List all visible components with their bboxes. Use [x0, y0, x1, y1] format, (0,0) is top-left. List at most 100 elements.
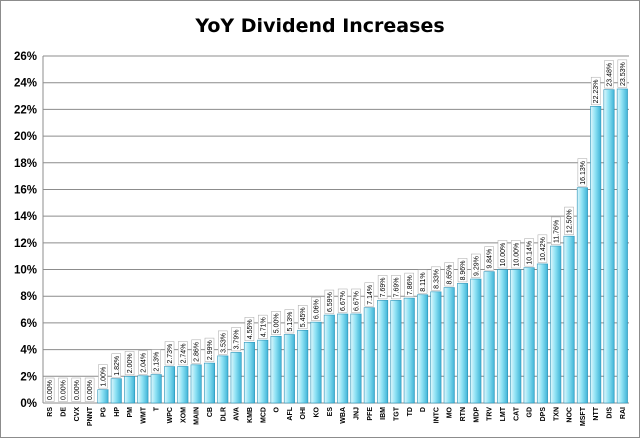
data-label-box: [604, 60, 614, 89]
data-label: 2.13%: [151, 349, 161, 374]
data-label-box: [84, 377, 95, 402]
y-tick-label: 6%: [20, 318, 37, 330]
x-tick-text: XOM: [180, 407, 187, 423]
data-label: 4.71%: [258, 314, 268, 339]
data-label-text: 0.00%: [87, 380, 94, 400]
data-label-text: 23.48%: [607, 63, 614, 87]
bar: [350, 313, 362, 404]
data-label-text: 7.14%: [367, 285, 374, 305]
data-label: 2.73%: [164, 341, 175, 366]
data-label-text: 5.00%: [274, 313, 281, 333]
data-label-box: [431, 266, 441, 291]
x-tick-label: INTC: [433, 407, 440, 423]
x-tick-label: DLR: [220, 407, 227, 421]
bar: [377, 300, 389, 404]
data-label: 23.53%: [617, 59, 628, 88]
x-tick-text: MO: [447, 406, 454, 418]
data-label-text: 6.59%: [327, 292, 334, 312]
data-label-box: [44, 377, 55, 402]
data-label-text: 4.55%: [247, 319, 254, 339]
bar: [164, 366, 176, 404]
bar: [536, 263, 548, 404]
bar: [403, 297, 415, 404]
x-tick-label: CAT: [513, 406, 520, 421]
data-label-box: [231, 327, 241, 352]
data-label-text: 8.65%: [447, 265, 454, 285]
data-label: 16.13%: [577, 158, 588, 187]
x-tick-text: T: [154, 406, 161, 411]
x-tick-text: MAIN: [194, 407, 201, 425]
x-tick-label: DIS: [607, 407, 614, 419]
data-label-text: 2.73%: [167, 344, 174, 364]
data-label-box: [391, 275, 401, 300]
bar: [603, 89, 615, 404]
data-label-box: [218, 330, 228, 355]
y-tick-label: 16%: [14, 184, 37, 196]
y-tick-label: 18%: [14, 158, 37, 170]
x-tick-label: ES: [327, 407, 334, 417]
data-label: 11.76%: [551, 216, 561, 245]
bar: [590, 106, 602, 404]
data-label-box: [271, 311, 281, 336]
x-tick-text: WBA: [340, 407, 347, 424]
data-labels: 0.00% 0.00% 0.00% 0.00% 1.00% 1.82% 2.00% 2.04%…: [44, 59, 628, 402]
x-tick-label: HP: [114, 407, 121, 417]
x-tick-text: CVX: [74, 407, 81, 422]
x-tick-label: PNNT: [87, 406, 94, 426]
data-label: 0.00%: [58, 377, 68, 402]
data-label: 6.67%: [351, 288, 361, 313]
data-label: 1.82%: [111, 353, 121, 378]
x-tick-label: D: [420, 407, 427, 412]
data-label-text: 8.96%: [460, 261, 467, 281]
x-tick-text: AFL: [287, 406, 294, 420]
data-label: 10.14%: [524, 238, 534, 267]
data-label-text: 3.79%: [234, 330, 241, 350]
data-label-text: 4.71%: [260, 317, 267, 337]
data-label: 2.04%: [138, 350, 148, 375]
data-label-text: 11.76%: [553, 220, 560, 243]
x-tick-text: WPC: [167, 407, 174, 423]
data-label: 0.00%: [44, 377, 55, 402]
data-label-text: 2.04%: [140, 353, 147, 373]
data-label: 7.69%: [391, 275, 401, 300]
data-label-box: [497, 240, 508, 269]
x-tick-label: PFE: [367, 407, 374, 421]
data-label: 2.00%: [124, 351, 135, 376]
data-label: 6.06%: [311, 296, 321, 321]
data-label: 2.99%: [204, 337, 215, 362]
bar: [470, 278, 482, 404]
data-label-box: [444, 262, 454, 287]
y-axis-ticks: 0% 2% 4% 6% 8% 10% 12% 14% 16% 18% 20% 22% 24% 26%: [14, 51, 37, 410]
x-tick-text: MDP: [473, 407, 480, 423]
bar: [283, 334, 295, 404]
data-label: 0.00%: [84, 377, 95, 402]
data-label: 5.13%: [284, 309, 295, 334]
data-label: 3.53%: [218, 330, 228, 355]
data-label-text: 0.00%: [47, 380, 54, 400]
data-label-text: 6.67%: [353, 291, 360, 311]
y-tick-label: 4%: [20, 345, 37, 357]
x-tick-label: MCD: [260, 407, 267, 423]
bar: [576, 187, 588, 404]
x-tick-text: PG: [100, 406, 107, 417]
data-label: 0.00%: [71, 377, 82, 402]
x-tick-label: TGT: [393, 406, 400, 421]
x-tick-text: TGT: [393, 406, 400, 421]
bar: [297, 329, 309, 404]
data-label-box: [577, 158, 588, 187]
x-tick-text: MCD: [260, 407, 267, 423]
y-tick-label: 0%: [20, 398, 37, 410]
x-tick-label: RS: [47, 407, 54, 417]
bar: [190, 364, 202, 404]
data-label: 2.86%: [191, 339, 201, 364]
x-tick-text: ES: [327, 407, 334, 417]
data-label: 1.00%: [98, 364, 108, 389]
data-label-box: [590, 76, 601, 106]
y-tick-label: 12%: [14, 238, 37, 250]
x-tick-label: PG: [100, 406, 107, 417]
data-label-box: [204, 337, 215, 362]
bar: [390, 300, 402, 404]
data-label-text: 6.67%: [340, 291, 347, 311]
x-tick-text: JNJ: [353, 407, 360, 420]
